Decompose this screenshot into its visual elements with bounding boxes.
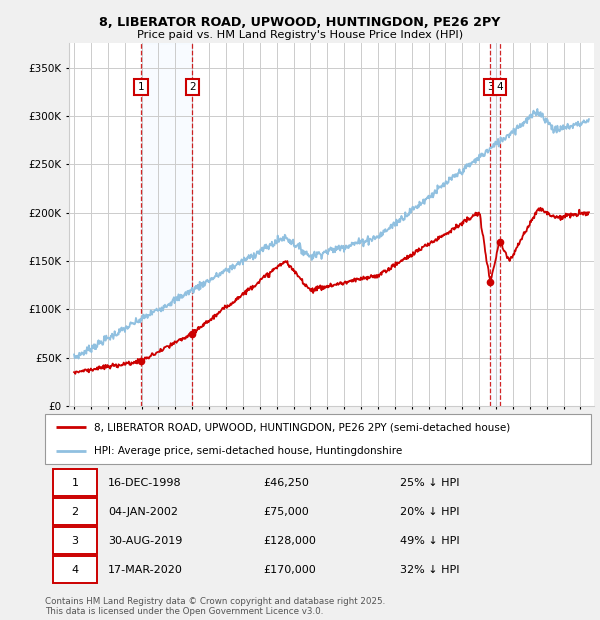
Text: £46,250: £46,250 bbox=[263, 477, 309, 487]
Text: 17-MAR-2020: 17-MAR-2020 bbox=[108, 565, 182, 575]
Text: 16-DEC-1998: 16-DEC-1998 bbox=[108, 477, 181, 487]
FancyBboxPatch shape bbox=[53, 469, 97, 496]
Text: 2: 2 bbox=[71, 507, 79, 516]
Text: 8, LIBERATOR ROAD, UPWOOD, HUNTINGDON, PE26 2PY (semi-detached house): 8, LIBERATOR ROAD, UPWOOD, HUNTINGDON, P… bbox=[94, 422, 511, 432]
FancyBboxPatch shape bbox=[53, 498, 97, 525]
Text: £170,000: £170,000 bbox=[263, 565, 316, 575]
Text: 8, LIBERATOR ROAD, UPWOOD, HUNTINGDON, PE26 2PY: 8, LIBERATOR ROAD, UPWOOD, HUNTINGDON, P… bbox=[100, 17, 500, 29]
Text: 4: 4 bbox=[496, 82, 503, 92]
Text: 49% ↓ HPI: 49% ↓ HPI bbox=[400, 536, 460, 546]
Text: 1: 1 bbox=[137, 82, 144, 92]
Text: 2: 2 bbox=[189, 82, 196, 92]
Text: Contains HM Land Registry data © Crown copyright and database right 2025.
This d: Contains HM Land Registry data © Crown c… bbox=[45, 597, 385, 616]
Text: 1: 1 bbox=[71, 477, 79, 487]
Text: HPI: Average price, semi-detached house, Huntingdonshire: HPI: Average price, semi-detached house,… bbox=[94, 446, 403, 456]
FancyBboxPatch shape bbox=[53, 556, 97, 583]
Text: £75,000: £75,000 bbox=[263, 507, 309, 516]
Bar bbox=[141, 43, 193, 406]
FancyBboxPatch shape bbox=[53, 528, 97, 554]
Text: 4: 4 bbox=[71, 565, 79, 575]
Text: 30-AUG-2019: 30-AUG-2019 bbox=[108, 536, 182, 546]
Text: 3: 3 bbox=[71, 536, 79, 546]
Text: 3: 3 bbox=[487, 82, 494, 92]
Text: 20% ↓ HPI: 20% ↓ HPI bbox=[400, 507, 460, 516]
Text: £128,000: £128,000 bbox=[263, 536, 316, 546]
Text: 25% ↓ HPI: 25% ↓ HPI bbox=[400, 477, 460, 487]
Bar bbox=[490, 43, 500, 406]
Text: 32% ↓ HPI: 32% ↓ HPI bbox=[400, 565, 460, 575]
Text: 04-JAN-2002: 04-JAN-2002 bbox=[108, 507, 178, 516]
Text: Price paid vs. HM Land Registry's House Price Index (HPI): Price paid vs. HM Land Registry's House … bbox=[137, 30, 463, 40]
